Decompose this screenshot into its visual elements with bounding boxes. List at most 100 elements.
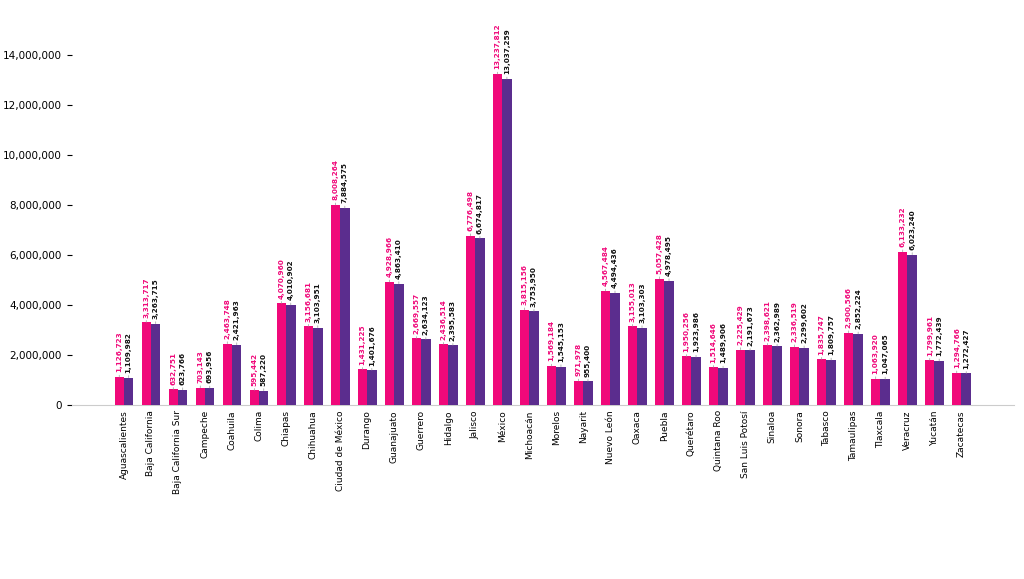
Text: 3,156,681: 3,156,681 [305,281,311,327]
Bar [466,236,475,405]
Text: 6,023,240: 6,023,240 [909,209,915,255]
Bar [556,367,565,405]
Text: 2,398,621: 2,398,621 [765,300,771,345]
Bar [313,328,323,405]
Text: 2,299,602: 2,299,602 [801,302,807,348]
Text: 2,634,123: 2,634,123 [423,294,429,339]
Text: 3,263,715: 3,263,715 [153,278,159,324]
Text: 3,815,156: 3,815,156 [521,264,527,310]
Bar [962,373,971,405]
Text: 2,191,673: 2,191,673 [748,305,753,350]
Bar [637,328,647,405]
Bar [601,291,610,405]
Bar [449,345,458,405]
Bar [259,391,268,405]
Text: 1,109,982: 1,109,982 [126,332,132,378]
Bar [935,361,944,405]
Bar [584,382,593,405]
Text: 6,133,232: 6,133,232 [900,207,905,252]
Text: 2,900,566: 2,900,566 [846,287,852,333]
Text: 1,401,676: 1,401,676 [369,325,375,370]
Bar [340,208,349,405]
Bar [665,281,674,405]
Bar [907,255,916,405]
Bar [394,284,403,405]
Text: 1,063,920: 1,063,920 [872,334,879,379]
Text: 7,884,575: 7,884,575 [342,162,348,208]
Bar [493,74,502,405]
Bar [718,368,728,405]
Text: 4,567,484: 4,567,484 [602,245,608,291]
Text: 693,956: 693,956 [207,350,213,388]
Bar [141,323,151,405]
Text: 1,294,766: 1,294,766 [953,327,959,373]
Text: 1,431,225: 1,431,225 [359,324,366,369]
Text: 2,669,557: 2,669,557 [414,293,420,339]
Text: 1,772,439: 1,772,439 [936,316,942,361]
Text: 955,400: 955,400 [585,343,591,382]
Bar [925,360,935,405]
Text: 13,237,812: 13,237,812 [495,24,501,74]
Text: 1,489,906: 1,489,906 [720,323,726,368]
Text: 4,863,410: 4,863,410 [396,238,401,284]
Text: 5,057,428: 5,057,428 [656,233,663,278]
Text: 1,545,153: 1,545,153 [558,321,564,367]
Bar [736,350,745,405]
Bar [438,345,449,405]
Text: 2,421,963: 2,421,963 [233,299,240,345]
Bar [232,345,242,405]
Text: 2,395,583: 2,395,583 [450,300,456,345]
Text: 13,037,259: 13,037,259 [504,28,510,79]
Bar [250,390,259,405]
Bar [547,366,556,405]
Bar [952,373,962,405]
Bar [205,388,214,405]
Bar [772,346,781,405]
Bar [222,344,232,405]
Bar [610,293,620,405]
Bar [817,360,826,405]
Text: 1,799,961: 1,799,961 [927,314,933,360]
Text: 3,103,303: 3,103,303 [639,283,645,328]
Bar [844,333,853,405]
Text: 1,514,646: 1,514,646 [711,322,717,368]
Text: 8,008,264: 8,008,264 [333,159,338,205]
Text: 2,336,519: 2,336,519 [792,301,798,347]
Bar [628,327,637,405]
Bar [826,360,836,405]
Text: 3,103,951: 3,103,951 [314,282,321,328]
Text: 2,225,429: 2,225,429 [737,304,743,350]
Bar [800,348,809,405]
Text: 2,463,748: 2,463,748 [224,298,230,344]
Bar [124,378,133,405]
Bar [178,390,187,405]
Text: 1,569,184: 1,569,184 [549,320,555,366]
Text: 1,126,723: 1,126,723 [117,332,122,377]
Bar [169,390,178,405]
Text: 623,766: 623,766 [180,352,185,390]
Bar [691,357,700,405]
Text: 703,143: 703,143 [198,350,204,388]
Bar [385,282,394,405]
Bar [304,327,313,405]
Text: 4,494,436: 4,494,436 [612,247,618,293]
Text: 1,809,757: 1,809,757 [828,314,835,360]
Text: 4,978,495: 4,978,495 [666,235,672,281]
Text: 3,155,013: 3,155,013 [630,281,636,327]
Text: 2,436,514: 2,436,514 [440,299,446,345]
Bar [682,357,691,405]
Bar [357,369,368,405]
Bar [475,238,484,405]
Bar [520,310,529,405]
Bar [412,339,421,405]
Bar [151,324,161,405]
Bar [286,305,296,405]
Text: 2,852,224: 2,852,224 [855,288,861,334]
Text: 1,950,256: 1,950,256 [684,311,689,357]
Text: 632,751: 632,751 [170,352,176,390]
Bar [871,379,881,405]
Bar [421,339,431,405]
Text: 1,835,747: 1,835,747 [818,314,824,360]
Text: 587,220: 587,220 [261,353,267,391]
Bar [331,205,340,405]
